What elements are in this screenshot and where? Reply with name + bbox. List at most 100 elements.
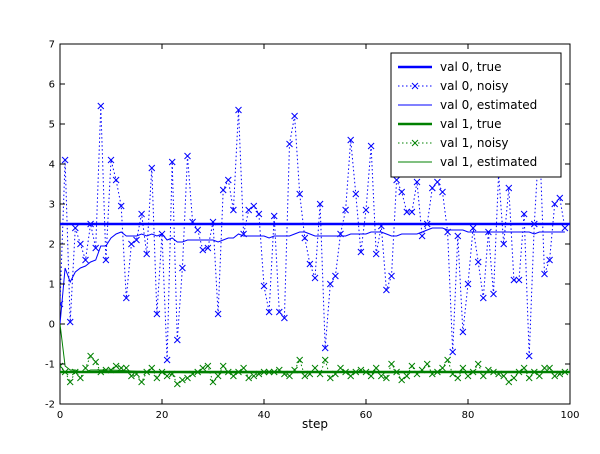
y-tick-label: -2 [45,400,55,411]
legend-label: val 0, true [440,60,502,74]
series-4-point [148,364,156,372]
series-1-point [326,280,334,288]
series-1-point [224,176,232,184]
series-1-point [204,244,212,252]
series-1-point [474,258,482,266]
series-4-point [546,364,553,372]
series-1-point [270,212,278,220]
series-4-point [163,372,171,380]
x-tick-label: 80 [462,410,475,421]
series-1-point [153,310,161,318]
series-1-point [556,194,564,202]
y-tick-label: 0 [49,320,55,331]
legend-entry: val 1, estimated [398,155,537,169]
series-1-point [301,234,309,242]
series-4-point [270,368,278,376]
series-1-point [102,256,110,264]
series-1-point [235,106,242,114]
y-tick-label: 6 [49,80,55,91]
series-4-point [173,380,181,388]
series-1-point [372,250,380,258]
series-1-point [194,226,202,234]
series-1-point [265,308,273,316]
x-tick-label: 20 [156,410,169,421]
series-4-point [82,364,89,372]
series-4-point [403,372,411,380]
series-4-point [122,364,130,372]
legend-label: val 1, true [440,117,502,131]
series-4-point [393,368,400,376]
series-1-point [393,176,400,184]
series-4-point [479,372,487,380]
series-1-point [367,142,375,150]
series-1-point [464,280,472,288]
series-4-point [383,374,390,382]
series-1-point [245,206,253,214]
series-4-point [510,374,518,382]
series-1-point [117,202,125,210]
series-1-point [398,188,406,196]
series-1-point [107,156,115,164]
series-1-point [423,220,431,228]
series-1-point [357,248,365,256]
series-1-point [454,232,462,240]
series-4-point [377,372,385,380]
series-1-point [551,200,559,208]
series-4-point [219,362,227,370]
series-1-point [92,244,100,252]
series-1-point [352,190,360,198]
series-1-point [230,206,237,214]
series-4-point [92,358,100,366]
series-4-point [551,372,559,380]
series-4-point [454,374,462,382]
series-1-point [148,164,156,172]
series-4-point [255,370,263,378]
series-1-point [77,240,84,248]
series-4-point [500,372,508,380]
series-1-point [520,210,528,218]
series-4-point [459,364,467,372]
series-4-point [536,372,543,380]
legend: val 0, true val 0, noisy val 0, estimated v… [390,52,562,178]
legend-frame [390,52,562,178]
series-4-point [423,360,431,368]
series-1-point [332,272,339,280]
series-1-point [479,294,487,302]
y-tick-label: 2 [49,240,55,251]
series-1-point [184,152,191,160]
series-4-point [541,364,548,372]
series-1-point [449,348,457,356]
series-1-point [321,344,329,352]
series-4-point [133,370,140,378]
series-1-point [291,112,298,120]
series-4-point [204,362,212,370]
series-4-point [128,372,135,380]
series-1-point [383,286,390,294]
series-1-point [428,184,436,192]
series-1-point [306,260,314,268]
series-4-point [245,374,253,382]
series-1-point [275,308,283,316]
series-1-point [281,314,288,322]
series-1-point [138,210,145,218]
series-1-point [377,222,385,230]
legend-label: val 1, estimated [440,155,537,169]
series-1-point [133,236,140,244]
series-4-point [214,372,222,380]
series-1-point [122,294,130,302]
y-tick-label: 4 [49,160,55,171]
series-4-point [260,368,268,376]
series-4-point [281,370,288,378]
series-4-point [87,352,94,360]
series-1-point [530,220,538,228]
y-tick-label: 3 [49,200,55,211]
series-1-point [515,276,523,284]
x-tick-label: 0 [57,410,63,421]
series-1-point [418,232,426,240]
legend-label: val 0, noisy [440,79,509,93]
series-1-point [362,206,370,214]
x-tick-label: 60 [360,410,373,421]
axes-layer: 0 20 40 60 80 100 -2 -1 0 1 2 3 4 5 6 7 [45,40,580,422]
